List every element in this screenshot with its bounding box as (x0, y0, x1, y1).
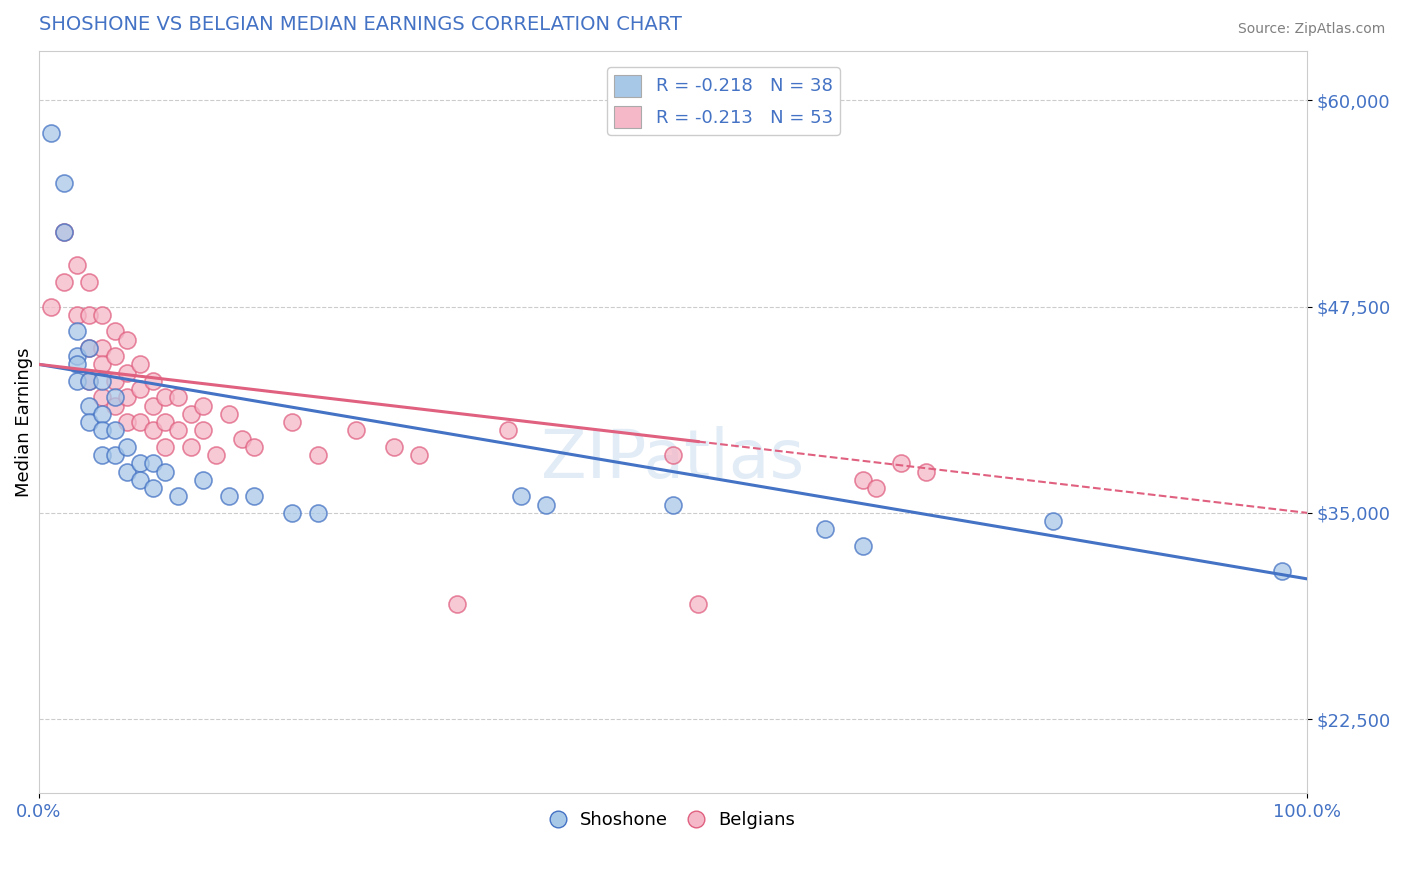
Point (65, 349, 87, 363)
Point (231, 432, 253, 446)
Point (193, 399, 215, 413)
Point (79, 374, 101, 388)
Point (446, 597, 468, 611)
Point (155, 440, 177, 454)
Text: Source: ZipAtlas.com: Source: ZipAtlas.com (1237, 22, 1385, 37)
Point (496, 423, 519, 437)
Point (65, 374, 87, 388)
Point (142, 456, 165, 470)
Point (79, 415, 101, 429)
Point (129, 415, 152, 429)
Point (243, 489, 266, 503)
Point (344, 423, 367, 437)
Point (155, 465, 177, 479)
Point (865, 481, 887, 495)
Point (662, 448, 685, 462)
Point (91, 374, 114, 388)
Point (79, 341, 101, 355)
Point (65, 324, 87, 338)
Point (52, 176, 75, 190)
Point (167, 423, 190, 437)
Point (117, 440, 139, 454)
Point (382, 440, 405, 454)
Point (91, 407, 114, 421)
Point (814, 522, 837, 536)
Point (117, 390, 139, 404)
Point (307, 448, 329, 462)
Point (1271, 564, 1294, 578)
Text: SHOSHONE VS BELGIAN MEDIAN EARNINGS CORRELATION CHART: SHOSHONE VS BELGIAN MEDIAN EARNINGS CORR… (38, 15, 682, 34)
Point (104, 399, 127, 413)
Point (91, 357, 114, 371)
Point (180, 440, 202, 454)
Point (890, 456, 912, 470)
Point (534, 498, 557, 512)
Point (509, 489, 531, 503)
Text: ZIPatlas: ZIPatlas (541, 426, 804, 492)
Point (117, 465, 139, 479)
Point (129, 473, 152, 487)
Point (91, 423, 114, 437)
Point (155, 415, 177, 429)
Point (52, 225, 75, 239)
Point (142, 481, 165, 495)
Point (65, 357, 87, 371)
Point (193, 423, 215, 437)
Point (104, 423, 127, 437)
Point (281, 506, 304, 520)
Point (39, 300, 62, 314)
Point (281, 415, 304, 429)
Point (91, 390, 114, 404)
Point (243, 440, 266, 454)
Point (79, 308, 101, 322)
Point (218, 489, 240, 503)
Point (167, 489, 190, 503)
Legend: Shoshone, Belgians: Shoshone, Belgians (543, 804, 803, 837)
Point (218, 407, 240, 421)
Point (91, 341, 114, 355)
Point (193, 473, 215, 487)
Point (104, 390, 127, 404)
Point (1042, 514, 1064, 528)
Point (205, 448, 228, 462)
Point (915, 465, 938, 479)
Point (662, 498, 685, 512)
Point (155, 390, 177, 404)
Point (142, 423, 165, 437)
Point (142, 399, 165, 413)
Point (117, 415, 139, 429)
Point (65, 308, 87, 322)
Point (79, 275, 101, 289)
Point (79, 399, 101, 413)
Point (104, 349, 127, 363)
Point (852, 539, 875, 553)
Point (117, 366, 139, 380)
Point (39, 126, 62, 140)
Point (307, 506, 329, 520)
Point (91, 448, 114, 462)
Point (852, 473, 875, 487)
Point (408, 448, 430, 462)
Point (117, 333, 139, 347)
Point (129, 382, 152, 396)
Point (104, 374, 127, 388)
Point (65, 258, 87, 272)
Point (52, 275, 75, 289)
Point (129, 357, 152, 371)
Point (688, 597, 710, 611)
Point (104, 324, 127, 338)
Point (79, 341, 101, 355)
Point (79, 374, 101, 388)
Point (52, 225, 75, 239)
Point (104, 448, 127, 462)
Point (142, 374, 165, 388)
Point (91, 308, 114, 322)
Point (129, 456, 152, 470)
Y-axis label: Median Earnings: Median Earnings (15, 347, 32, 497)
Point (167, 390, 190, 404)
Point (180, 407, 202, 421)
